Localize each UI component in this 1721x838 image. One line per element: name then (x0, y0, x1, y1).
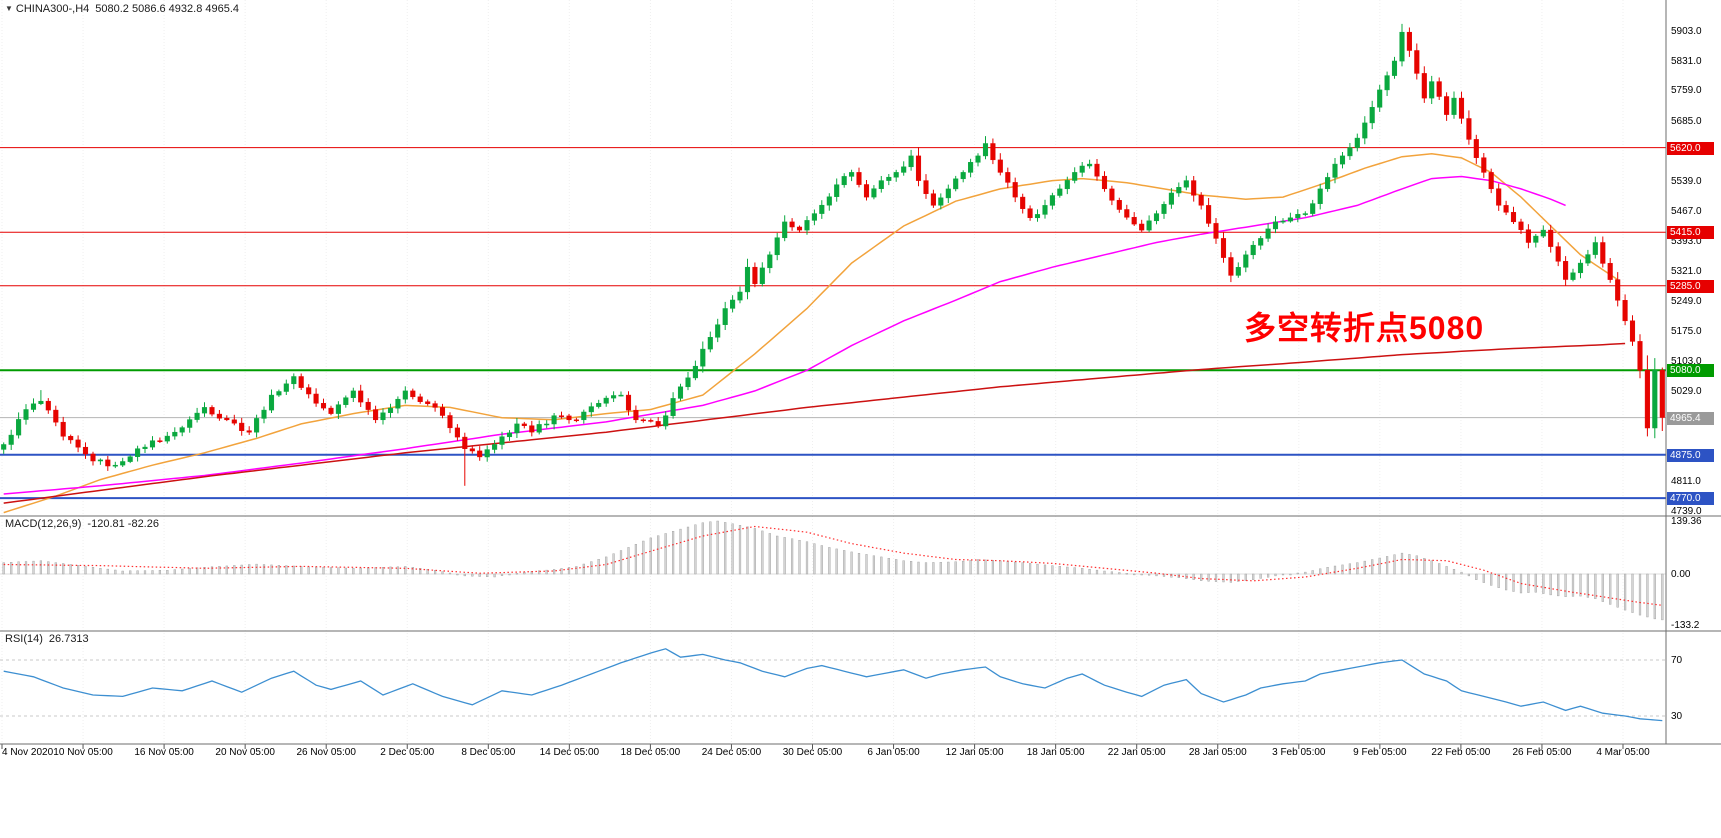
macd-panel (0, 520, 1666, 621)
level-lines (0, 147, 1666, 500)
rsi-value: 26.7313 (48, 633, 89, 645)
symbol-marker-icon: ▼ (5, 4, 13, 13)
macd-values: -120.81 -82.26 (87, 518, 159, 530)
ma-fast-orange (3, 153, 1619, 514)
chart-header: ▼ CHINA300-,H4 5080.2 5086.6 4932.8 4965.4 (5, 3, 239, 15)
rsi-panel (0, 648, 1666, 722)
panel-separators (0, 0, 1721, 745)
rsi-label: RSI(14) (5, 633, 43, 645)
ma-slow-red (3, 342, 1626, 504)
ma-mid-magenta (3, 175, 1566, 495)
chart-annotation-text: 多空转折点5080 (1244, 310, 1485, 346)
ma-lines (3, 153, 1626, 514)
rsi-header: RSI(14) 26.7313 (5, 633, 89, 645)
macd-header: MACD(12,26,9) -120.81 -82.26 (5, 518, 159, 530)
symbol-period-label: CHINA300-,H4 (15, 3, 90, 15)
macd-label: MACD(12,26,9) (5, 518, 82, 530)
rsi-line (3, 648, 1663, 722)
grid (1, 0, 1624, 749)
macd-signal-line (3, 525, 1663, 606)
candles (1, 23, 1665, 486)
ohlc-values: 5080.2 5086.6 4932.8 4965.4 (95, 3, 240, 15)
